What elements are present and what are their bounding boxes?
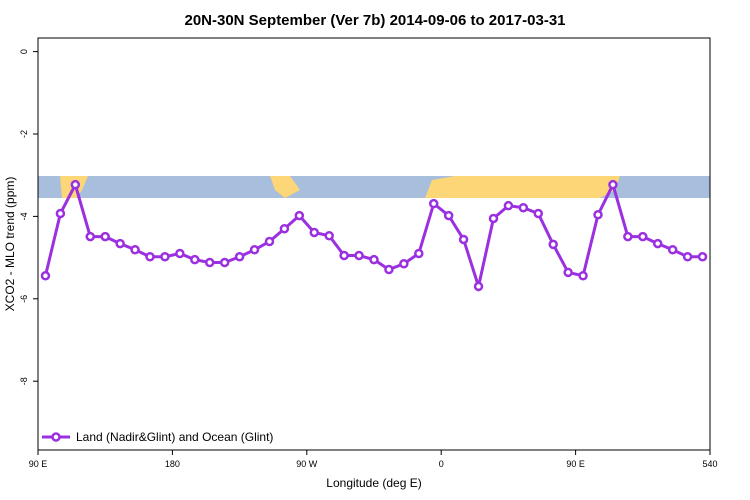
data-point [145,252,155,262]
data-point [100,231,110,242]
data-point [40,270,51,281]
data-point [219,257,230,268]
data-point [55,208,66,219]
x-tick-label: 540 [702,459,717,469]
data-point [443,210,454,221]
data-point [667,245,678,255]
data-point [190,254,200,265]
y-tick-label: -4 [19,212,29,220]
data-point [638,231,648,242]
x-tick-label: 0 [439,459,444,469]
plot-frame [37,37,711,451]
data-point [234,252,245,262]
data-point [652,238,663,249]
x-axis-label: Longitude (deg E) [326,476,421,490]
data-point [249,245,260,255]
data-point [503,200,514,211]
data-point [279,224,290,234]
data-point [264,236,275,247]
data-point [533,208,544,219]
data-point [458,234,469,245]
data-point [324,231,334,241]
data-point [309,227,320,238]
map-strip [38,176,710,198]
data-point [175,248,185,259]
data-point [130,245,140,255]
y-tick-label: -8 [19,377,29,385]
y-tick-label: -6 [19,295,29,303]
data-point [682,252,693,262]
x-tick-label: 90 W [296,459,318,469]
data-point [473,281,484,292]
data-point [85,231,96,242]
data-point [608,179,618,190]
data-point [593,209,603,220]
y-tick-label: -2 [19,130,29,138]
chart-title: 20N-30N September (Ver 7b) 2014-09-06 to… [184,12,565,29]
data-point [160,252,170,262]
data-point [204,257,215,268]
data-point [548,239,558,250]
data-point [623,231,633,242]
y-tick-label: 0 [19,49,29,54]
y-axis-label: XCO2 - MLO trend (ppm) [3,177,17,312]
data-point [414,248,424,259]
data-point [294,210,305,221]
data-point [488,213,499,224]
legend-marker [51,432,61,442]
data-point [369,254,379,265]
data-point [697,252,708,262]
data-point [399,259,409,269]
data-point [428,198,439,209]
data-point [339,250,349,261]
data-point [354,250,364,261]
x-tick-label: 180 [165,459,180,469]
legend-label: Land (Nadir&Glint) and Ocean (Glint) [76,430,273,444]
data-point [115,238,125,249]
data-point [70,179,81,190]
x-tick-label: 90 E [29,459,48,469]
data-point [578,270,588,281]
data-point [518,202,529,213]
data-point [384,264,394,275]
series-line [44,180,703,293]
x-tick-label: 90 E [566,459,585,469]
data-point [563,267,573,278]
